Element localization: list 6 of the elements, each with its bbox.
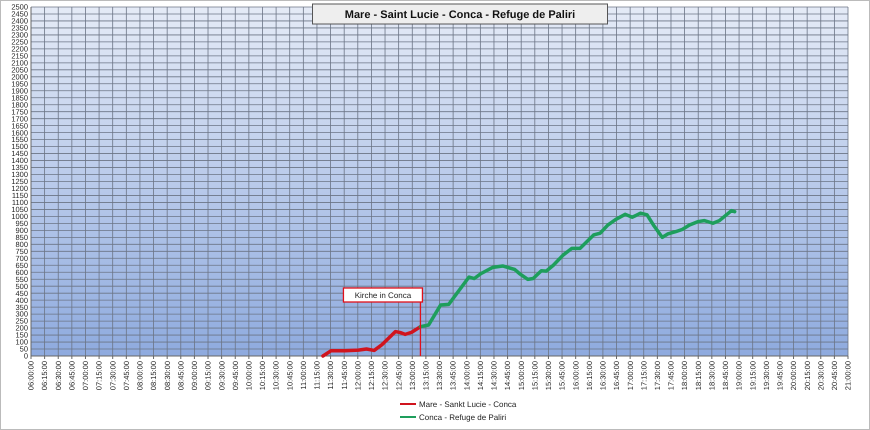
legend-label: Conca - Refuge de Paliri [419,412,506,422]
line-series [321,324,422,358]
ref-line-label: Kirche in Conca [354,290,412,300]
chart-title: Mare - Saint Lucie - Conca - Refuge de Paliri [344,8,576,21]
legend-label: Mare - Sankt Lucie - Conca [419,400,517,409]
line-series [418,208,736,328]
